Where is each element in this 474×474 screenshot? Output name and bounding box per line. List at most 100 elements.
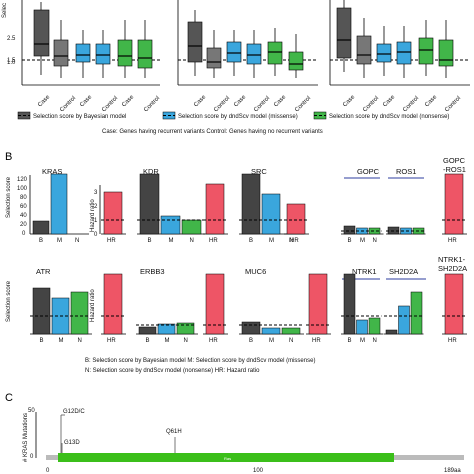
src-hr-xlabel: HR [290, 238, 299, 244]
mutation-g13-label: G13D [64, 440, 80, 446]
src-xlabel-M: M [269, 238, 274, 244]
ntrk1-sh2d2a-left-xlabel-B: B [348, 338, 352, 344]
mutation-g13[interactable]: G13D [61, 440, 80, 455]
kdr-bar-B [139, 173, 160, 235]
panel-b-legend-line-2: N: Selection score by dndScv model (nons… [85, 368, 260, 374]
panel-a-xlabel-5: Case [121, 94, 136, 109]
erbb3-xlabel-B: B [146, 338, 150, 344]
panel-c-ytick-50: 50 [28, 408, 35, 414]
gene-title-ntrk1-sh2d2a-2: SH2D2A [438, 264, 467, 273]
ntrk1-sh2d2a-hr-xlabel: HR [448, 338, 457, 344]
ntrk1-sh2d2a-left-bar-M [356, 319, 368, 335]
ntrk1-sh2d2a-left-bar-B [343, 273, 356, 335]
atr-bar-N [70, 291, 89, 335]
kras-ytick-60: 60 [20, 204, 27, 210]
panel-c: C # KRAS Mutations 50 0 G12D/C G13D Q61H… [5, 392, 464, 474]
kras-hr-bar [103, 191, 123, 235]
panel-b-hazard-label-top: Hazard ratio [90, 199, 96, 232]
panel-a-subplot-1 [21, 0, 160, 86]
kras-bar-B [32, 220, 50, 235]
atr-xlabel-B: B [40, 338, 44, 344]
panel-c-ytick-0: 0 [30, 454, 34, 460]
mutation-q61-label: Q61H [166, 429, 182, 435]
panel-b-hazard-label-bottom: Hazard ratio [90, 289, 96, 322]
kras-ytick-80: 80 [20, 195, 27, 201]
panel-c-xtick-0: 0 [46, 468, 50, 474]
kdr-xlabel-B: B [148, 238, 152, 244]
muc6-xlabel-B: B [249, 338, 253, 344]
panel-a: Selec 2.5 1.5 1.0 [2, 0, 470, 135]
kras-xlabel-M: M [57, 238, 62, 244]
erbb3-bar-M [157, 323, 176, 335]
sh2d2a-bar-N [410, 291, 423, 335]
panel-a-xlabel-17: Case [424, 94, 439, 109]
gene-title-muc6: MUC6 [245, 267, 266, 276]
gene-title-atr: ATR [36, 267, 51, 276]
atr-hr-xlabel: HR [107, 338, 116, 344]
panel-a-xlabel-12: Control [294, 95, 312, 113]
kras-ytick-100: 100 [17, 186, 28, 192]
gene-title-kdr: KDR [143, 167, 159, 176]
gene-title-gopc-ros1-2: -ROS1 [443, 165, 466, 174]
panel-a-ytick-10: 1.0 [7, 60, 16, 66]
panel-a-xlabel-16: Control [402, 95, 420, 113]
kras-xlabel-B: B [39, 238, 43, 244]
src-hr-bar [286, 203, 306, 235]
gopc-ros1-pair-xlabel-N: N [373, 238, 377, 244]
panel-b-selection-label-bottom: Selection score [6, 280, 12, 322]
panel-a-xlabel-9: Case [233, 94, 248, 109]
panel-b-selection-label-top: Selection score [6, 176, 12, 218]
panel-b-legend-line-1: B: Selection score by Bayesian model M: … [85, 358, 315, 364]
sh2d2a-bar-M [398, 305, 410, 335]
ras-domain[interactable] [58, 453, 394, 462]
panel-b-label: B [5, 151, 12, 163]
kdr-xlabel-N: N [190, 238, 194, 244]
hr-ytick-3: 3 [94, 190, 98, 196]
atr-bar-B [32, 287, 51, 335]
gopc-ros1-hr-xlabel: HR [448, 238, 457, 244]
gopc-ros1-pair-xlabel-B: B [348, 238, 352, 244]
erbb3-hr-bar [205, 273, 225, 335]
panel-a-xlabel-11: Case [273, 94, 288, 109]
src-bar-M [261, 193, 281, 235]
mutation-q61[interactable]: Q61H [166, 429, 182, 455]
muc6-bar-M [261, 327, 281, 335]
gene-title-kras: KRAS [42, 167, 62, 176]
panel-a-xlabel-3: Case [79, 94, 94, 109]
erbb3-bar-B [138, 326, 157, 335]
muc6-bar-B [241, 321, 261, 335]
panel-c-y-label: # KRAS Mutations [23, 413, 29, 462]
ntrk1-sh2d2a-left-xlabel-N: N [373, 338, 377, 344]
mutation-g12[interactable]: G12D/C [60, 409, 85, 455]
src-bar-B [241, 173, 261, 235]
kdr-hr-bar [205, 183, 225, 235]
gene-title-erbb3: ERBB3 [140, 267, 165, 276]
kdr-xlabel-M: M [169, 238, 174, 244]
muc6-hr-bar [308, 273, 328, 335]
ras-domain-label: Ras [224, 456, 231, 461]
panel-a-legend: Selection score by Bayesian model Select… [17, 111, 449, 120]
gene-title-sh2d2a: SH2D2A [389, 267, 418, 276]
gopc-ros1-pair-xlabel-M: M [360, 238, 365, 244]
atr-hr-bar [103, 273, 123, 335]
panel-a-caption: Case: Genes having recurrent variants Co… [102, 129, 323, 135]
panel-a-xlabel-7: Case [193, 94, 208, 109]
panel-b: B Selection score Selection score Hazard… [5, 151, 467, 374]
ntrk1-sh2d2a-hr-bar [444, 273, 464, 335]
hr-ytick-1: 1 [94, 218, 98, 224]
gopc-ros1-pair-bar-B [343, 225, 356, 235]
panel-a-xlabel-14: Control [362, 95, 380, 113]
panel-a-subplot-2 [177, 0, 318, 86]
kras-ytick-0: 0 [22, 231, 26, 237]
mutation-g12-label: G12D/C [63, 409, 85, 415]
panel-a-ytick-15: 1.5 [7, 58, 16, 64]
panel-a-xlabel-15: Case [382, 94, 397, 109]
ntrk1-sh2d2a-left-xlabel-M: M [360, 338, 365, 344]
kras-hr-xlabel: HR [107, 238, 116, 244]
kdr-hr-xlabel: HR [209, 238, 218, 244]
panel-a-xlabel-8: Control [213, 95, 231, 113]
legend-nonsense: Selection score by dndScv model (nonsens… [329, 114, 449, 120]
panel-a-xlabel-6: Control [143, 95, 161, 113]
panel-a-xlabel-10: Control [253, 95, 271, 113]
